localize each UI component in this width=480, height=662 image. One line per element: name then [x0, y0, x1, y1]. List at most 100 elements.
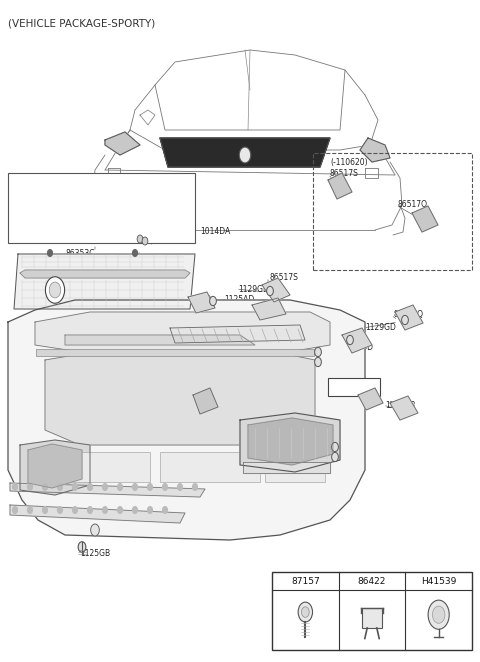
Circle shape	[46, 277, 65, 303]
Circle shape	[118, 506, 122, 513]
Circle shape	[163, 484, 168, 491]
Text: 92201: 92201	[315, 344, 339, 352]
Polygon shape	[188, 292, 215, 313]
Text: 1249GB: 1249GB	[385, 401, 415, 410]
Text: 86515E: 86515E	[252, 310, 281, 318]
Circle shape	[12, 506, 17, 513]
Polygon shape	[170, 325, 305, 343]
Text: 86517S: 86517S	[270, 273, 299, 281]
Text: 86522B: 86522B	[105, 336, 134, 344]
Circle shape	[148, 484, 153, 491]
Polygon shape	[10, 505, 185, 523]
Bar	[160, 452, 260, 482]
Circle shape	[148, 506, 153, 513]
Text: 86353C: 86353C	[65, 248, 95, 258]
Text: X86572: X86572	[243, 463, 272, 471]
Circle shape	[142, 237, 148, 245]
Circle shape	[332, 442, 338, 451]
Circle shape	[132, 506, 137, 513]
Polygon shape	[328, 173, 352, 199]
Circle shape	[132, 484, 137, 491]
Polygon shape	[360, 138, 390, 162]
Circle shape	[402, 315, 408, 324]
Circle shape	[43, 484, 48, 491]
Polygon shape	[193, 388, 218, 414]
Text: 1129GD: 1129GD	[238, 285, 269, 293]
Bar	[265, 452, 325, 482]
Bar	[328, 378, 380, 396]
Circle shape	[72, 484, 77, 491]
Circle shape	[91, 524, 99, 536]
Circle shape	[48, 250, 52, 256]
Polygon shape	[240, 413, 340, 472]
Circle shape	[49, 282, 61, 298]
Polygon shape	[358, 388, 383, 410]
Text: 92202: 92202	[315, 354, 339, 363]
Text: (-110620): (-110620)	[330, 158, 368, 167]
Text: 86524H: 86524H	[196, 404, 226, 414]
Circle shape	[58, 506, 62, 513]
Circle shape	[103, 484, 108, 491]
Circle shape	[210, 297, 216, 306]
Text: 1129GD: 1129GD	[365, 324, 396, 332]
Circle shape	[87, 484, 92, 491]
Polygon shape	[20, 270, 190, 278]
Text: 86590: 86590	[152, 232, 176, 242]
Polygon shape	[105, 132, 140, 155]
Circle shape	[72, 506, 77, 513]
Text: 86517Q: 86517Q	[398, 201, 428, 209]
Circle shape	[428, 600, 449, 630]
Bar	[8, 173, 195, 243]
Polygon shape	[14, 254, 195, 309]
Circle shape	[28, 506, 32, 513]
Bar	[36, 349, 314, 356]
Circle shape	[315, 348, 322, 357]
Text: 86565F: 86565F	[106, 493, 134, 502]
Circle shape	[267, 287, 274, 296]
Polygon shape	[252, 298, 286, 320]
Polygon shape	[160, 138, 330, 167]
Circle shape	[315, 357, 322, 367]
Polygon shape	[248, 418, 333, 465]
Circle shape	[432, 606, 445, 624]
Polygon shape	[35, 312, 330, 355]
Circle shape	[118, 484, 122, 491]
Polygon shape	[10, 483, 205, 497]
Polygon shape	[262, 278, 290, 302]
Text: 86517Q: 86517Q	[393, 310, 423, 320]
Polygon shape	[45, 355, 315, 445]
Circle shape	[132, 250, 137, 256]
Text: H41539: H41539	[421, 577, 456, 585]
Polygon shape	[395, 305, 423, 330]
Text: 86577B: 86577B	[157, 393, 186, 402]
Text: 86525K: 86525K	[106, 526, 135, 534]
Circle shape	[58, 484, 62, 491]
Bar	[362, 608, 382, 628]
Circle shape	[298, 602, 312, 622]
Text: 86300K: 86300K	[28, 301, 57, 310]
Text: 1125GB: 1125GB	[80, 549, 110, 557]
Text: 92202: 92202	[328, 449, 352, 459]
Circle shape	[163, 506, 168, 513]
Text: 1014DA: 1014DA	[200, 228, 230, 236]
Circle shape	[239, 147, 251, 163]
Text: 18649B: 18649B	[330, 381, 359, 389]
Text: 1125AD: 1125AD	[285, 328, 315, 338]
Text: 86422: 86422	[358, 577, 386, 585]
Circle shape	[28, 484, 32, 491]
Bar	[50, 452, 150, 482]
Polygon shape	[412, 206, 438, 232]
Text: 87157: 87157	[291, 577, 320, 585]
Polygon shape	[28, 444, 82, 488]
Text: 86523H: 86523H	[196, 393, 226, 402]
Polygon shape	[243, 462, 330, 473]
Bar	[313, 153, 472, 270]
Circle shape	[78, 542, 86, 552]
Circle shape	[137, 235, 143, 243]
Polygon shape	[390, 396, 418, 420]
Text: 86525H: 86525H	[160, 334, 190, 342]
Text: 86512A: 86512A	[8, 363, 37, 371]
Polygon shape	[8, 300, 365, 540]
Circle shape	[12, 484, 17, 491]
Text: 86517S: 86517S	[330, 169, 359, 179]
